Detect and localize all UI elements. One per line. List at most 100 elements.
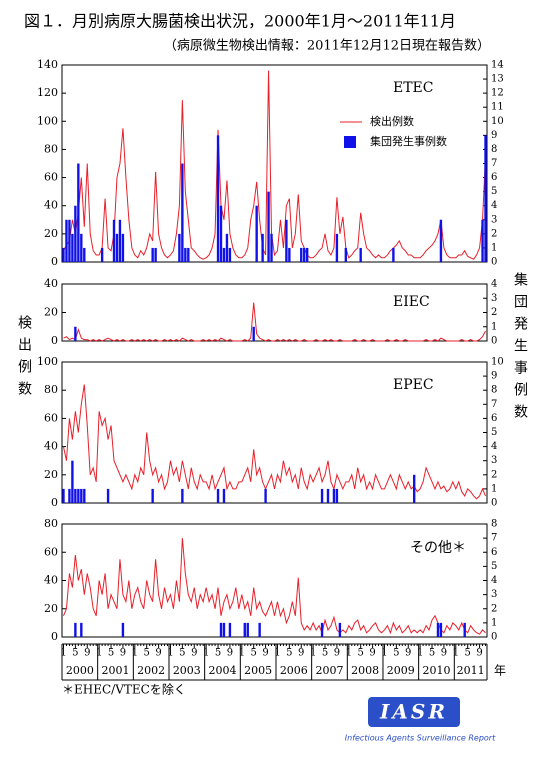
x-unit: 年 <box>494 664 506 678</box>
y-tick-label: 80 <box>44 383 58 396</box>
x-tick-label: 9 <box>369 648 375 659</box>
y-tick-label: 100 <box>37 114 58 127</box>
line <box>63 302 486 342</box>
footnote: ＊EHEC/VTECを除く <box>62 682 186 697</box>
bar <box>306 247 309 262</box>
year-label: 2010 <box>422 664 450 677</box>
y2-tick-label: 3 <box>491 293 497 304</box>
y2-tick-label: 3 <box>491 214 497 225</box>
bar <box>261 233 264 262</box>
line <box>63 538 486 635</box>
x-tick-label: 5 <box>286 648 292 659</box>
y2-tick-label: 6 <box>491 413 497 424</box>
y2-tick-label: 10 <box>491 116 504 127</box>
bar <box>222 488 226 503</box>
year-label: 2011 <box>457 664 485 677</box>
bar <box>300 247 303 262</box>
y2-tick-label: 9 <box>491 130 497 141</box>
bar <box>187 247 190 262</box>
bar <box>151 488 154 503</box>
y2-tick-label: 5 <box>491 186 497 197</box>
bar <box>219 622 223 637</box>
y2-tick-label: 4 <box>491 441 497 452</box>
x-tick-label: 1 <box>274 648 280 659</box>
x-tick-label: 9 <box>334 648 340 659</box>
bar <box>74 326 77 341</box>
x-tick-label: 1 <box>239 648 245 659</box>
x-tick-label: 9 <box>120 648 126 659</box>
y-tick-label: 120 <box>37 86 58 99</box>
x-tick-label: 5 <box>108 648 114 659</box>
bar <box>219 205 223 262</box>
bar <box>118 219 122 262</box>
year-label: 2008 <box>351 664 379 677</box>
y2-tick-label: 2 <box>491 228 497 239</box>
bar <box>74 622 77 637</box>
y2-tick-label: 4 <box>491 575 497 586</box>
x-tick-label: 9 <box>262 648 268 659</box>
bar <box>484 135 487 262</box>
bar <box>344 247 348 262</box>
bar <box>80 233 83 262</box>
bar <box>463 622 466 637</box>
y-tick-label: 80 <box>44 142 58 155</box>
bar <box>77 163 80 262</box>
bar <box>68 219 71 262</box>
bar <box>252 326 255 341</box>
x-tick-label: 5 <box>322 648 328 659</box>
y2-tick-label: 0 <box>491 632 497 643</box>
logo-caption: Infectious Agents Surveillance Report <box>345 734 496 743</box>
x-tick-label: 1 <box>60 648 66 659</box>
panel-label: ETEC <box>393 80 434 96</box>
chart-subtitle: （病原微生物検出情報：2011年12月12日現在報告数） <box>164 39 490 54</box>
bar <box>332 488 336 503</box>
y-axis-label: 検出例数 <box>16 315 32 403</box>
bar <box>303 247 306 262</box>
bar <box>83 247 86 262</box>
bar <box>74 488 77 503</box>
y2-tick-label: 8 <box>491 144 497 155</box>
line <box>63 70 487 260</box>
y2-tick-label: 8 <box>491 385 497 396</box>
y-tick-label: 20 <box>44 468 58 481</box>
y2-tick-label: 0 <box>491 257 497 268</box>
year-label: 2004 <box>208 664 236 677</box>
y-tick-label: 20 <box>44 306 58 319</box>
panel-label: その他＊ <box>410 540 466 556</box>
bar <box>320 488 324 503</box>
y2-tick-label: 0 <box>491 336 497 347</box>
bar <box>181 488 184 503</box>
year-label: 2001 <box>101 664 129 677</box>
bar <box>151 247 154 262</box>
bar <box>121 233 125 262</box>
bar <box>62 247 65 262</box>
y2-tick-label: 4 <box>491 200 497 211</box>
y2-tick-label: 2 <box>491 469 497 480</box>
y2-tick-label: 11 <box>491 102 504 113</box>
year-label: 2000 <box>66 664 94 677</box>
legend-label: 集団発生事例数 <box>370 134 447 148</box>
y2-axis-label: 集団発生事例数 <box>512 272 528 426</box>
line <box>63 384 486 500</box>
y-tick-label: 140 <box>37 58 58 71</box>
x-tick-label: 1 <box>203 648 209 659</box>
x-tick-label: 1 <box>417 648 423 659</box>
y-tick-label: 20 <box>44 602 58 615</box>
x-tick-label: 9 <box>191 648 197 659</box>
x-tick-label: 5 <box>215 648 221 659</box>
y-tick-label: 40 <box>44 440 58 453</box>
y2-tick-label: 14 <box>491 60 504 71</box>
y2-tick-label: 12 <box>491 88 504 99</box>
y-tick-label: 0 <box>51 255 58 268</box>
bar <box>264 488 267 503</box>
bar <box>154 247 157 262</box>
x-tick-label: 1 <box>96 648 102 659</box>
y2-tick-label: 7 <box>491 533 497 544</box>
y2-tick-label: 4 <box>491 279 497 290</box>
y-tick-label: 40 <box>44 574 58 587</box>
y2-tick-label: 1 <box>491 321 497 332</box>
y2-tick-label: 2 <box>491 307 497 318</box>
x-tick-label: 9 <box>84 648 90 659</box>
bar <box>83 488 86 503</box>
bar <box>100 247 104 262</box>
